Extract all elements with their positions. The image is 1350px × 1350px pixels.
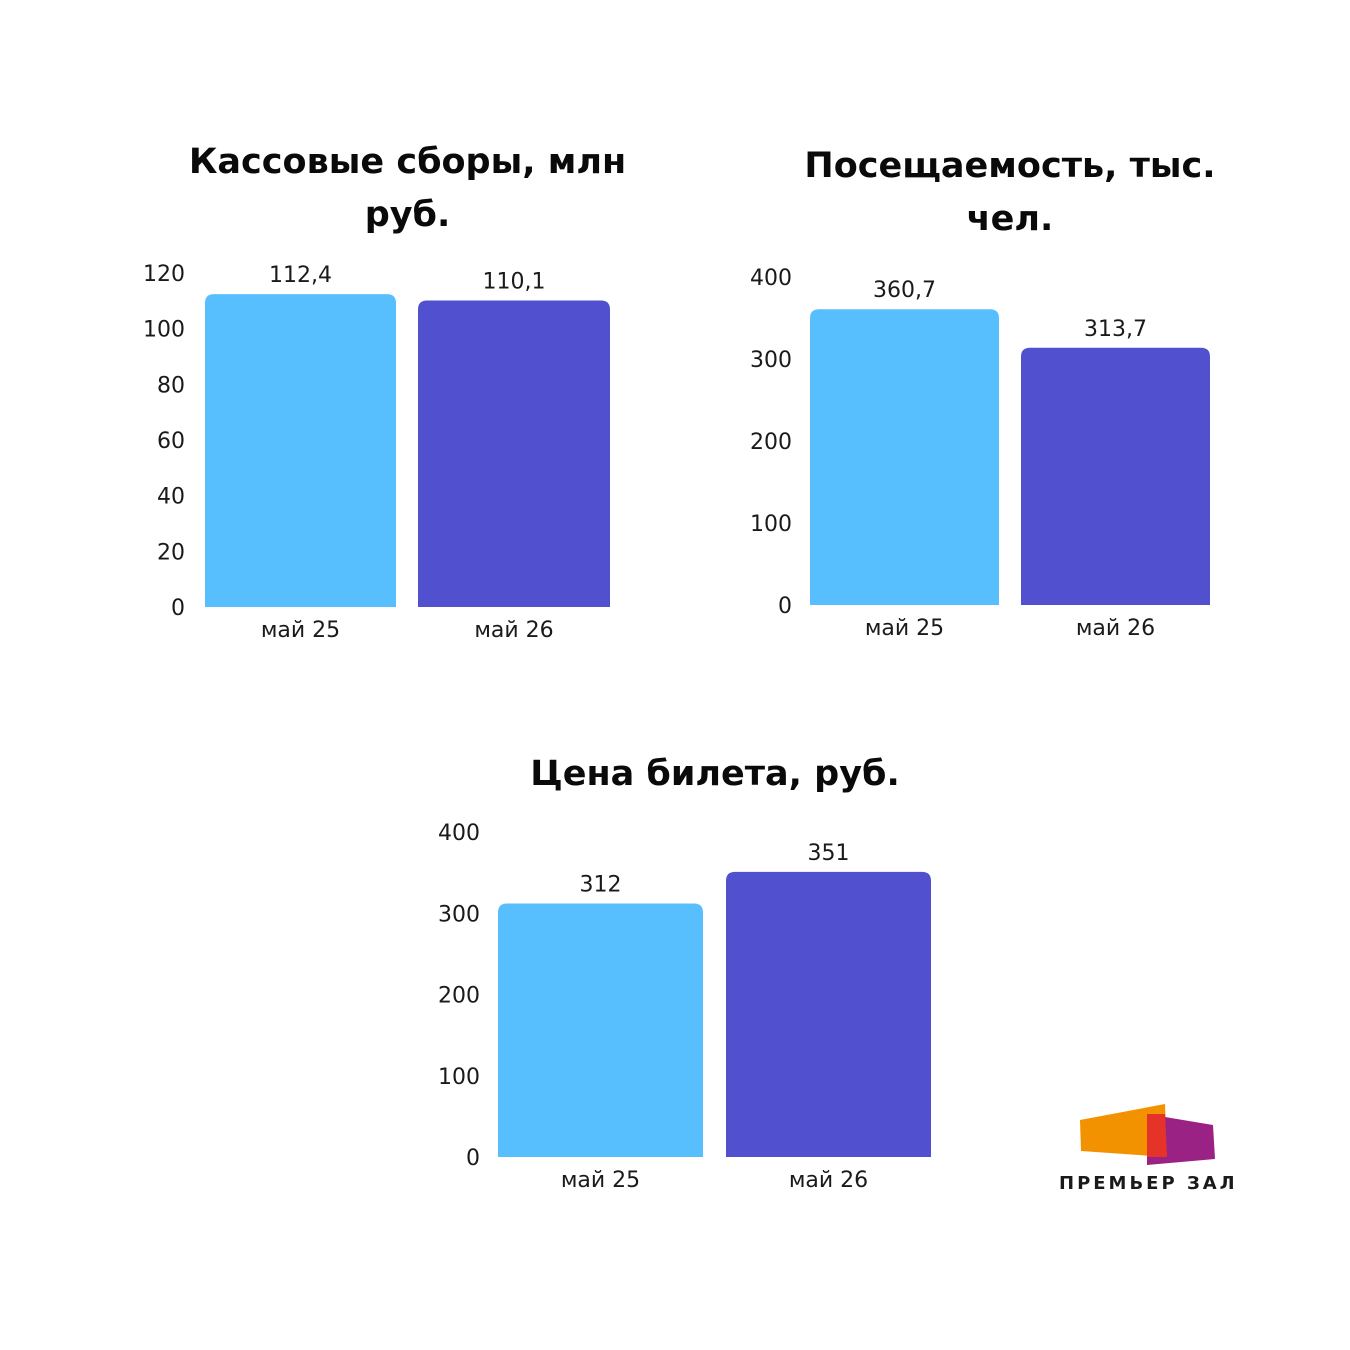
x-category-label: май 25: [261, 618, 340, 643]
y-tick-label: 100: [143, 318, 185, 343]
bar: [726, 871, 931, 1157]
y-tick-label: 300: [438, 902, 480, 927]
bar: [205, 294, 396, 607]
bar-value-label: 312: [580, 873, 622, 898]
chart-title-attendance: Посещаемость, тыс. чел.: [804, 146, 1216, 239]
logo-red-shape: [1147, 1114, 1167, 1157]
chart-attendance: 0 100 200 300 400 360,7 май 25 313,7 май 26: [750, 266, 1210, 641]
y-tick-label: 200: [438, 984, 480, 1009]
bar: [1021, 347, 1210, 605]
bar: [418, 300, 610, 607]
bar-value-label: 110,1: [483, 270, 546, 295]
x-category-label: май 25: [561, 1168, 640, 1193]
y-tick-label: 400: [438, 821, 480, 846]
bar: [810, 309, 999, 605]
y-tick-label: 100: [750, 512, 792, 537]
y-tick-label: 200: [750, 430, 792, 455]
y-tick-label: 60: [157, 429, 185, 454]
bar-value-label: 351: [808, 841, 850, 866]
y-tick-label: 80: [157, 373, 185, 398]
y-tick-label: 40: [157, 485, 185, 510]
bar-value-label: 360,7: [873, 278, 936, 303]
bar-value-label: 313,7: [1084, 317, 1147, 342]
y-tick-label: 0: [466, 1146, 480, 1171]
y-tick-label: 0: [778, 594, 792, 619]
x-category-label: май 26: [1076, 616, 1155, 641]
y-tick-label: 20: [157, 540, 185, 565]
chart-box-office: 0 20 40 60 80 100 120 112,4 май 25 110,1 май 26: [143, 262, 610, 643]
y-tick-label: 400: [750, 266, 792, 291]
x-category-label: май 25: [865, 616, 944, 641]
y-tick-label: 100: [438, 1065, 480, 1090]
y-tick-label: 300: [750, 348, 792, 373]
chart-title-ticket-price: Цена билета, руб.: [530, 754, 900, 794]
y-tick-label: 0: [171, 596, 185, 621]
x-category-label: май 26: [789, 1168, 868, 1193]
logo-text: ПРЕМЬЕР ЗАЛ: [1059, 1173, 1238, 1194]
logo-orange-shape: [1080, 1104, 1167, 1157]
bar: [498, 903, 703, 1157]
chart-ticket-price: 0 100 200 300 400 312 май 25 351 май 26: [438, 821, 931, 1193]
y-tick-label: 120: [143, 262, 185, 287]
chart-title-box-office: Кассовые сборы, млн руб.: [188, 142, 627, 235]
premier-zal-logo-icon: [1080, 1104, 1215, 1165]
bar-value-label: 112,4: [269, 263, 332, 288]
x-category-label: май 26: [474, 618, 553, 643]
